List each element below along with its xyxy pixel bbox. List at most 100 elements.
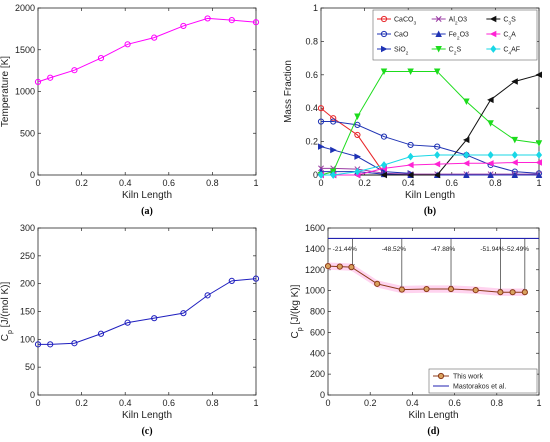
panel-caption: (c) [141, 426, 152, 437]
legend-label: CaO [394, 32, 409, 39]
x-tick-label: 0.8 [491, 398, 504, 408]
data-point [317, 105, 325, 112]
data-point [71, 340, 78, 347]
y-axis-label: Temperature [K] [0, 56, 11, 127]
data-point [151, 315, 158, 322]
legend-entry: SiO2 [377, 45, 409, 56]
legend-label: Al2O3 [449, 17, 467, 27]
legend-marker [490, 45, 497, 53]
data-point [463, 151, 470, 159]
data-point [511, 136, 519, 144]
legend-entry: CaCO3 [377, 15, 416, 26]
data-point [535, 151, 543, 159]
legend-marker [437, 372, 445, 380]
y-tick-label: 0 [30, 170, 35, 180]
data-point [434, 143, 441, 150]
data-point [434, 151, 441, 159]
data-point [252, 19, 260, 26]
legend-marker [381, 45, 388, 53]
data-point [354, 167, 361, 176]
y-tick-label: 500 [20, 128, 35, 138]
data-point [124, 41, 131, 48]
x-tick-label: 0.8 [206, 398, 219, 408]
data-point [521, 289, 528, 296]
data-point [34, 78, 42, 85]
legend: CaCO3 Al2O3 C3S CaO Fe2O3 C3A SiO2 C2S C4AF [372, 9, 538, 61]
data-point [487, 151, 494, 159]
legend-marker [489, 30, 497, 38]
series-d-0 [324, 262, 528, 296]
x-tick-label: 0 [325, 398, 330, 408]
chart-d: 0 0.2 0.4 0.6 0.8 1 0 200 400 600 800 1000 1200 1400 1… [290, 223, 542, 437]
y-tick-label: 0.4 [305, 103, 318, 113]
x-tick-label: 1 [253, 398, 258, 408]
y-tick-label: 2000 [15, 3, 35, 13]
legend-marker [380, 30, 388, 38]
data-point [47, 74, 54, 81]
data-point [472, 287, 479, 294]
y-tick-label: 250 [20, 251, 35, 261]
data-point [380, 161, 388, 169]
legend-label: C4AF [503, 47, 520, 57]
data-point [487, 160, 494, 167]
legend-entry: C4AF [486, 45, 520, 57]
series-b-2 [318, 143, 415, 177]
data-point [336, 263, 343, 270]
data-point [447, 285, 455, 293]
y-tick-label: 1000 [15, 87, 35, 97]
data-point [433, 171, 441, 179]
chart-a: 0 0.2 0.4 0.6 0.8 1 0 500 1000 1500 2000 Kiln Lengt… [0, 3, 260, 217]
annotation-label: -48.52% [382, 246, 406, 253]
legend-entry: Al2O3 [431, 16, 467, 27]
legend-marker [435, 30, 442, 37]
data-point [509, 289, 516, 296]
data-point [354, 121, 361, 129]
data-point [204, 292, 211, 299]
data-point [462, 160, 470, 167]
legend-entry: C3A [486, 30, 516, 41]
panel-caption: (d) [427, 426, 439, 437]
y-tick-label: 0.6 [305, 70, 318, 80]
y-tick-label: 100 [20, 334, 35, 344]
x-tick-label: 0.4 [119, 398, 132, 408]
series-line [320, 70, 540, 176]
data-point [487, 96, 494, 104]
series-line [38, 278, 257, 345]
y-tick-label: 1000 [305, 286, 325, 296]
chart-c: 0 0.2 0.4 0.6 0.8 1 0 50 100 150 200 250 300 Kiln Len… [0, 223, 260, 437]
data-point [228, 277, 235, 284]
data-point [252, 275, 260, 282]
data-point [487, 120, 494, 127]
data-point [97, 55, 105, 62]
legend-label: Fe2O3 [449, 32, 469, 42]
series-line [321, 161, 539, 176]
data-point [407, 152, 414, 161]
data-point [354, 153, 361, 160]
x-tick-label: 1 [536, 398, 541, 408]
data-point [330, 115, 337, 122]
y-tick-label: 150 [20, 307, 35, 317]
data-point [318, 143, 325, 150]
x-tick-label: 0.6 [446, 178, 459, 188]
data-point [330, 118, 337, 125]
data-point [407, 68, 414, 75]
data-point [423, 285, 430, 293]
data-point [487, 171, 494, 178]
panel-caption: (a) [141, 206, 153, 217]
x-tick-label: 0.4 [402, 178, 415, 188]
x-axis-label: Kiln Length [405, 190, 455, 201]
data-point [535, 159, 542, 166]
data-point [463, 171, 470, 178]
data-point [330, 146, 337, 154]
legend-entry: CaO [377, 30, 409, 39]
chart-b: 0 0.2 0.4 0.6 0.8 1 0 0.2 0.4 0.6 0.8 1 Kiln Length M… [283, 3, 543, 217]
y-tick-label: 1500 [15, 45, 35, 55]
data-point [124, 319, 131, 326]
data-point [317, 118, 325, 125]
data-point [330, 171, 337, 179]
data-point [380, 171, 388, 179]
series-line [37, 17, 257, 83]
series-line [321, 154, 539, 176]
data-point [317, 171, 325, 179]
